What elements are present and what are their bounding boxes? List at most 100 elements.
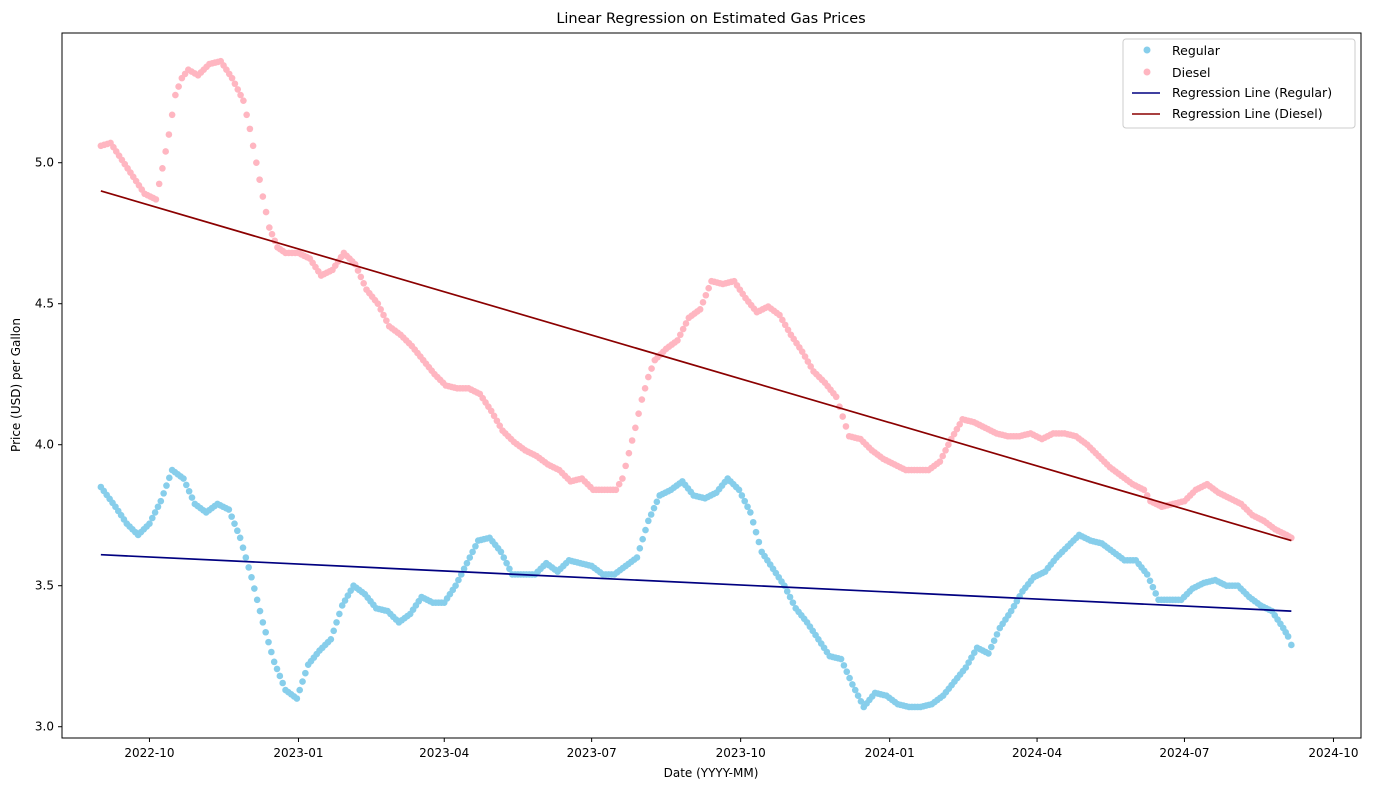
regular-point [236,534,244,542]
regular-point [460,565,468,573]
diesel-point [159,165,166,172]
regular-point [279,679,286,687]
diesel-point [246,125,254,133]
diesel-point [625,449,633,457]
x-axis-title: Date (YYYY-MM) [664,766,759,780]
regular-point [185,487,193,495]
x-tick-label: 2024-01 [865,746,915,760]
regular-point [245,564,252,571]
x-tick-label: 2024-10 [1308,746,1358,760]
diesel-point [939,452,947,460]
regular-point [857,698,865,705]
regular-point [338,602,346,609]
regular-point [738,492,746,499]
diesel-point [354,267,362,274]
legend: Regular Diesel Regression Line (Regular)… [1122,38,1356,129]
x-tick-label: 2023-04 [419,746,469,760]
regular-point [463,559,471,567]
diesel-point [374,300,382,308]
regular-point [183,481,190,489]
regular-point [188,494,196,501]
regular-point [296,686,303,694]
diesel-point [168,111,176,119]
diesel-point [632,424,639,432]
regular-point [457,571,465,578]
plot-area [97,57,1295,711]
diesel-point [645,373,652,381]
legend-label-diesel: Diesel [1172,65,1210,80]
legend-label-regression-regular: Regression Line (Regular) [1172,85,1332,100]
x-tick-label: 2024-04 [1012,746,1062,760]
regular-point [747,509,754,516]
diesel-point [622,462,629,470]
regular-point [636,545,644,552]
regular-point [968,654,975,661]
regular-point [647,511,655,518]
diesel-point [936,458,944,465]
regression-line-diesel [100,190,1292,542]
regular-point [1284,633,1292,640]
diesel-point [228,74,236,82]
legend-box [1122,38,1356,129]
diesel-point [490,412,498,420]
y-axis-title: Price (USD) per Gallon [9,318,23,452]
diesel-point [487,407,495,415]
regular-point [735,486,743,494]
diesel-point [677,331,684,339]
regular-point [1007,607,1015,615]
y-tick-label: 4.5 [35,297,54,311]
regular-point [149,514,156,522]
regression-line-regular [100,553,1292,612]
regular-point [228,513,235,520]
diesel-point [945,441,952,449]
regular-point [146,520,153,527]
regular-point [846,674,853,682]
regular-point [265,638,272,646]
regular-point [452,582,459,590]
regular-point [163,482,170,489]
y-axis: 3.0 3.5 4.0 4.5 5.0 [35,156,62,734]
diesel-point [172,91,179,99]
diesel-point [950,430,958,438]
diesel-point [705,284,712,292]
regular-point [336,610,343,618]
regular-point [849,681,856,688]
diesel-point [638,396,646,403]
diesel-point [674,337,681,344]
regular-point [1152,590,1159,597]
regular-point [256,607,264,615]
regular-point [653,498,661,506]
diesel-point [253,159,260,167]
x-axis: 2022-10 2023-01 2023-04 2023-07 2023-10 2024-… [124,738,1359,760]
diesel-point [377,306,384,313]
diesel-point [628,437,636,444]
legend-item-regression-diesel: Regression Line (Diesel) [1132,106,1323,121]
regular-point [234,527,241,535]
regular-point [965,659,972,666]
diesel-point [702,291,710,299]
regular-point [253,596,261,604]
diesel-point [175,83,182,90]
diesel-point [380,311,387,319]
legend-marker-regular [1143,46,1151,54]
y-tick-label: 4.0 [35,438,54,452]
regular-point [166,474,173,482]
diesel-point [162,148,169,155]
regular-point [985,650,992,657]
diesel-point [240,97,247,104]
x-tick-label: 2022-10 [124,746,174,760]
regular-point [962,664,970,671]
regular-point [840,662,848,669]
diesel-point [779,316,786,324]
regular-point [180,475,187,482]
diesel-point [781,321,789,329]
diesel-point [1140,486,1148,494]
regular-point [639,535,646,543]
diesel-point [268,230,276,238]
regular-point [341,597,349,604]
diesel-point [152,196,160,203]
diesel-point [807,363,815,370]
legend-marker-diesel [1143,68,1151,76]
regular-point [299,678,306,685]
